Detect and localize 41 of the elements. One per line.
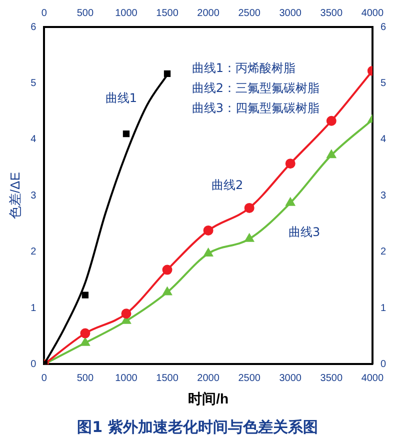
- y2-tick-label: 6: [380, 22, 386, 33]
- x2-tick-label: 500: [76, 8, 94, 19]
- y2-tick-label: 3: [380, 190, 386, 202]
- x2-tick-label: 1000: [115, 8, 138, 19]
- annotation: 曲线2：三氟型氟碳树脂: [192, 81, 320, 96]
- x-tick-label: 1000: [115, 372, 138, 384]
- x2-tick-label: 1500: [156, 8, 179, 19]
- series-label: 曲线3: [288, 225, 320, 240]
- text: 曲线1: [105, 90, 138, 105]
- text: 图1 紫外加速老化时间与色差关系图: [76, 418, 319, 437]
- x2-tick-label: 2500: [238, 8, 261, 19]
- y2-tick-label: 5: [380, 78, 386, 89]
- annotation: 曲线1：丙烯酸树脂: [192, 61, 296, 76]
- x2-tick-label: 3500: [320, 8, 343, 19]
- x-tick-label: 0: [41, 372, 48, 384]
- y-tick-label: 3: [30, 190, 37, 202]
- annotation: 曲线3：四氟型氟碳树脂: [192, 101, 320, 116]
- y2-tick-label: 2: [380, 246, 386, 258]
- y2-tick-label: 4: [380, 134, 386, 146]
- x2-tick-label: 0: [41, 8, 48, 19]
- x-tick-label: 4000: [361, 372, 384, 384]
- y-tick-label: 5: [30, 78, 37, 89]
- x-tick-label: 3000: [279, 372, 302, 384]
- x-axis-title: 时间/h: [188, 390, 229, 406]
- y-tick-label: 1: [30, 302, 37, 314]
- y2-tick-label: 0: [380, 358, 386, 370]
- y-tick-label: 2: [30, 246, 37, 258]
- y2-tick-label: 1: [380, 302, 386, 314]
- x2-tick-label: 4000: [361, 8, 384, 19]
- x-tick-label: 1500: [156, 372, 179, 384]
- x-tick-label: 2500: [238, 372, 261, 384]
- y-tick-label: 6: [30, 22, 37, 33]
- y-tick-label: 0: [30, 358, 37, 370]
- series-label: 曲线2: [212, 178, 244, 192]
- x2-tick-label: 3000: [279, 8, 302, 19]
- y-axis-title: 色差/ΔE: [7, 172, 22, 220]
- x2-tick-label: 2000: [197, 8, 220, 19]
- y-tick-label: 4: [30, 134, 37, 146]
- x-tick-label: 3500: [320, 372, 343, 384]
- x-tick-label: 2000: [197, 372, 220, 384]
- x-tick-label: 500: [76, 372, 94, 384]
